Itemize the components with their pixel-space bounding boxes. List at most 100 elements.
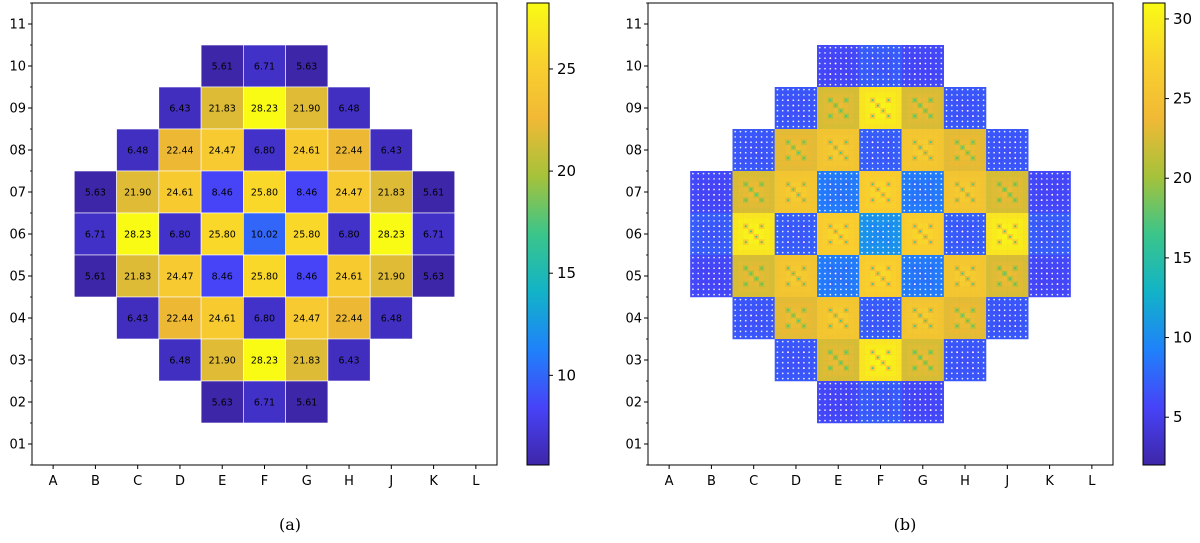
- pin-dot: [829, 256, 832, 259]
- pin-dot: [766, 314, 768, 317]
- pin-dot: [797, 241, 800, 243]
- pin-dot: [829, 204, 832, 207]
- pin-dot: [1030, 262, 1032, 264]
- pin-dot: [1046, 246, 1048, 249]
- pin-cell: [896, 260, 902, 266]
- pin-cell: [869, 87, 876, 93]
- pin-cell: [780, 302, 786, 308]
- pin-dot: [707, 288, 710, 291]
- pin-cell: [965, 270, 971, 277]
- guide-tube-dot: [1014, 325, 1017, 328]
- pin-dot: [834, 277, 837, 280]
- pin-dot: [914, 262, 916, 264]
- pin-dot: [877, 235, 879, 238]
- pin-dot: [908, 272, 911, 275]
- pin-dot: [898, 246, 900, 249]
- pin-dot: [914, 209, 916, 212]
- pin-cell: [780, 265, 786, 271]
- pin-dot: [924, 262, 927, 264]
- pin-cell: [737, 228, 744, 235]
- pin-cell: [991, 291, 997, 298]
- guide-tube-dot: [876, 230, 879, 233]
- pin-dot: [892, 330, 895, 333]
- pin-dot: [781, 230, 784, 233]
- pin-dot: [982, 120, 985, 123]
- pin-dot: [713, 251, 715, 254]
- guide-tube-dot: [787, 267, 789, 270]
- pin-cell: [817, 234, 823, 240]
- pin-cell: [790, 297, 796, 303]
- guide-tube-dot: [834, 230, 837, 233]
- pin-cell: [1002, 255, 1008, 261]
- pin-cell: [912, 165, 918, 172]
- pin-dot: [1040, 230, 1043, 233]
- guide-tube-dot: [802, 351, 805, 354]
- pin-cell: [838, 370, 844, 376]
- pin-dot: [956, 220, 958, 222]
- pin-dot: [850, 73, 853, 75]
- pin-dot: [1067, 172, 1069, 175]
- heatmap-cell: [327, 170, 371, 214]
- pin-cell: [864, 260, 870, 266]
- pin-dot: [803, 361, 805, 364]
- pin-dot: [840, 262, 842, 264]
- pin-dot: [739, 335, 742, 338]
- pin-cell: [869, 123, 876, 130]
- pin-cell: [917, 333, 923, 340]
- pin-dot: [877, 304, 879, 306]
- pin-dot: [866, 304, 869, 306]
- pin-cell: [827, 134, 833, 140]
- pin-dot: [840, 204, 842, 207]
- pin-cell: [848, 375, 855, 382]
- pin-dot: [892, 241, 895, 243]
- pin-cell: [827, 375, 833, 382]
- pin-cell: [822, 370, 828, 376]
- guide-tube-dot: [966, 193, 969, 196]
- pin-cell: [949, 160, 955, 166]
- pin-dot: [914, 256, 916, 259]
- pin-cell: [1023, 239, 1029, 245]
- pin-cell: [790, 323, 796, 329]
- pin-cell: [748, 213, 754, 219]
- pin-cell: [753, 197, 759, 203]
- pin-dot: [924, 272, 927, 275]
- pin-cell: [954, 144, 960, 151]
- pin-dot: [713, 188, 715, 191]
- pin-dot: [977, 241, 980, 243]
- cell-value-label: 6.43: [127, 314, 148, 325]
- pin-dot: [776, 220, 779, 222]
- pin-cell: [991, 281, 997, 287]
- pin-dot: [1067, 220, 1069, 222]
- pin-dot: [924, 172, 927, 175]
- pin-cell: [1007, 270, 1013, 277]
- guide-tube-dot: [787, 183, 789, 186]
- pin-cell: [827, 354, 833, 361]
- pin-cell: [965, 134, 971, 140]
- pin-cell: [980, 160, 987, 166]
- pin-cell: [970, 171, 976, 177]
- pin-cell: [780, 333, 786, 340]
- pin-cell: [743, 270, 749, 277]
- pin-dot: [797, 230, 800, 233]
- pin-dot: [787, 346, 789, 348]
- pin-cell: [970, 186, 976, 193]
- pin-cell: [906, 223, 913, 229]
- pin-dot: [1056, 246, 1059, 249]
- pin-dot: [845, 209, 847, 212]
- pin-dot: [845, 172, 847, 175]
- pin-cell: [801, 286, 807, 292]
- cell-value-label: 6.43: [169, 104, 190, 115]
- guide-tube-dot: [887, 225, 890, 228]
- pin-cell: [801, 171, 807, 177]
- pin-cell: [970, 255, 976, 261]
- pin-cell: [928, 150, 934, 156]
- pin-dot: [824, 67, 826, 70]
- pin-dot: [766, 141, 768, 144]
- pin-dot: [908, 172, 911, 175]
- pin-dot: [861, 67, 863, 70]
- pin-cell: [737, 244, 744, 250]
- guide-tube-dot: [839, 361, 842, 364]
- guide-tube-dot: [913, 267, 916, 270]
- pin-dot: [1030, 188, 1032, 191]
- pin-dot: [1051, 209, 1054, 212]
